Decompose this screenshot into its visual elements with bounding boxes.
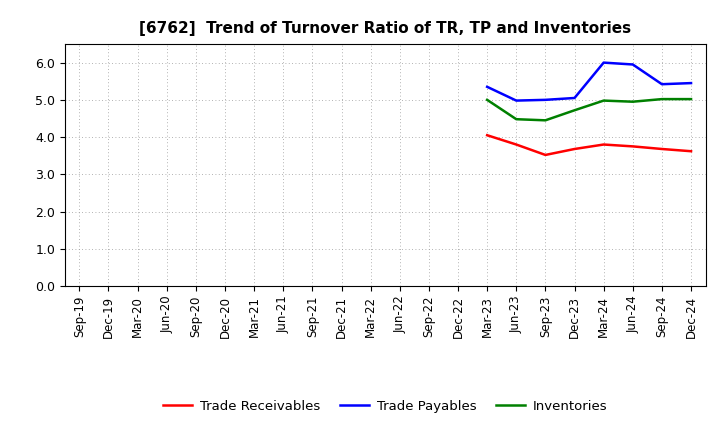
Trade Receivables [657, 147, 666, 152]
Trade Receivables [512, 142, 521, 147]
Trade Receivables [541, 152, 550, 158]
Trade Payables [512, 98, 521, 103]
Trade Receivables [599, 142, 608, 147]
Inventories [599, 98, 608, 103]
Legend: Trade Receivables, Trade Payables, Inventories: Trade Receivables, Trade Payables, Inven… [158, 394, 613, 418]
Inventories [570, 108, 579, 113]
Trade Receivables [687, 149, 696, 154]
Trade Payables [483, 84, 492, 89]
Line: Inventories: Inventories [487, 99, 691, 120]
Trade Receivables [483, 132, 492, 138]
Trade Payables [570, 95, 579, 101]
Title: [6762]  Trend of Turnover Ratio of TR, TP and Inventories: [6762] Trend of Turnover Ratio of TR, TP… [139, 21, 631, 36]
Inventories [629, 99, 637, 104]
Trade Payables [657, 81, 666, 87]
Trade Receivables [570, 147, 579, 152]
Inventories [483, 97, 492, 103]
Line: Trade Payables: Trade Payables [487, 62, 691, 101]
Trade Receivables [629, 144, 637, 149]
Trade Payables [687, 81, 696, 86]
Inventories [657, 96, 666, 102]
Trade Payables [599, 60, 608, 65]
Inventories [541, 117, 550, 123]
Inventories [687, 96, 696, 102]
Trade Payables [629, 62, 637, 67]
Line: Trade Receivables: Trade Receivables [487, 135, 691, 155]
Inventories [512, 117, 521, 122]
Trade Payables [541, 97, 550, 103]
